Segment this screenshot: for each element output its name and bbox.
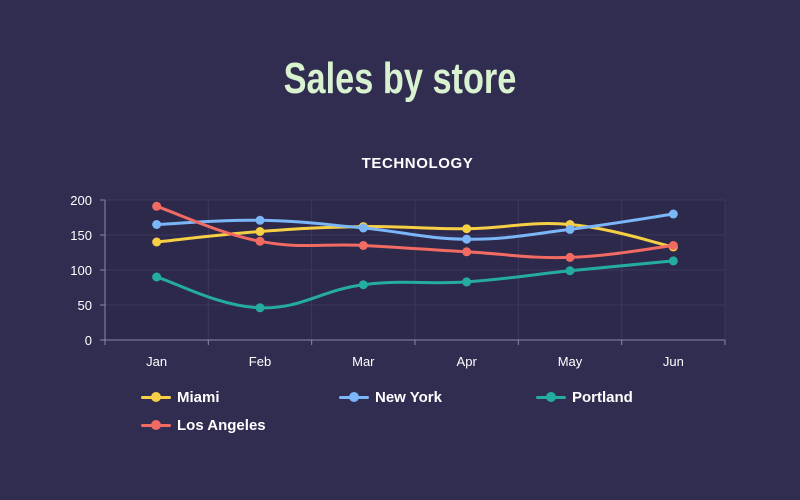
legend-label: Los Angeles bbox=[177, 416, 266, 434]
data-point-portland[interactable] bbox=[565, 266, 575, 276]
y-tick-label: 150 bbox=[70, 228, 92, 243]
x-tick-label: Jan bbox=[146, 354, 167, 369]
data-point-new-york[interactable] bbox=[358, 223, 368, 233]
data-point-portland[interactable] bbox=[152, 272, 162, 282]
x-tick-label: Jun bbox=[663, 354, 684, 369]
x-tick-label: May bbox=[558, 354, 583, 369]
data-point-portland[interactable] bbox=[358, 280, 368, 290]
series-layer bbox=[152, 201, 678, 313]
series-los-angeles[interactable] bbox=[152, 201, 678, 262]
data-point-portland[interactable] bbox=[462, 277, 472, 287]
legend-label: Miami bbox=[177, 388, 220, 406]
data-point-miami[interactable] bbox=[255, 227, 265, 236]
chart-title: TECHNOLOGY bbox=[361, 155, 474, 172]
data-point-new-york[interactable] bbox=[668, 209, 678, 219]
data-point-miami[interactable] bbox=[152, 237, 162, 247]
data-point-portland[interactable] bbox=[255, 303, 265, 313]
legend-label: Portland bbox=[572, 388, 633, 406]
legend-label: New York bbox=[375, 388, 442, 406]
series-line-miami bbox=[155, 222, 675, 249]
legend-item-los-angeles[interactable]: Los Angeles bbox=[141, 415, 266, 435]
legend-swatch bbox=[339, 387, 369, 407]
data-point-new-york[interactable] bbox=[462, 234, 472, 244]
series-line-new-york bbox=[155, 212, 675, 241]
series-line-portland bbox=[155, 259, 675, 310]
data-point-new-york[interactable] bbox=[255, 215, 265, 225]
y-tick-label: 50 bbox=[78, 298, 92, 313]
y-tick-label: 100 bbox=[70, 263, 92, 278]
data-point-los-angeles[interactable] bbox=[565, 252, 575, 262]
series-line-los-angeles bbox=[155, 204, 675, 260]
legend-swatch bbox=[141, 415, 171, 435]
data-point-new-york[interactable] bbox=[152, 220, 162, 229]
data-point-los-angeles[interactable] bbox=[462, 247, 472, 257]
y-tick-label: 200 bbox=[70, 193, 92, 208]
data-point-los-angeles[interactable] bbox=[358, 241, 368, 250]
data-point-los-angeles[interactable] bbox=[152, 201, 162, 211]
series-new-york[interactable] bbox=[152, 209, 678, 244]
data-point-portland[interactable] bbox=[668, 256, 678, 266]
data-point-los-angeles[interactable] bbox=[255, 236, 265, 246]
legend-swatch bbox=[141, 387, 171, 407]
legend-item-portland[interactable]: Portland bbox=[536, 387, 633, 407]
legend-item-new-york[interactable]: New York bbox=[339, 387, 442, 407]
page-title: Sales by store bbox=[283, 54, 517, 103]
series-portland[interactable] bbox=[152, 256, 678, 313]
x-tick-label: Apr bbox=[457, 354, 478, 369]
x-tick-label: Feb bbox=[249, 354, 271, 369]
data-point-new-york[interactable] bbox=[565, 224, 575, 234]
x-tick-label: Mar bbox=[352, 354, 375, 369]
y-tick-label: 0 bbox=[85, 333, 92, 348]
data-point-los-angeles[interactable] bbox=[668, 241, 678, 250]
axes: 0 50 100 150 200 Jan Feb Mar Apr May Jun bbox=[70, 193, 726, 369]
legend-item-miami[interactable]: Miami bbox=[141, 387, 220, 407]
legend-swatch bbox=[536, 387, 566, 407]
data-point-miami[interactable] bbox=[462, 224, 472, 234]
